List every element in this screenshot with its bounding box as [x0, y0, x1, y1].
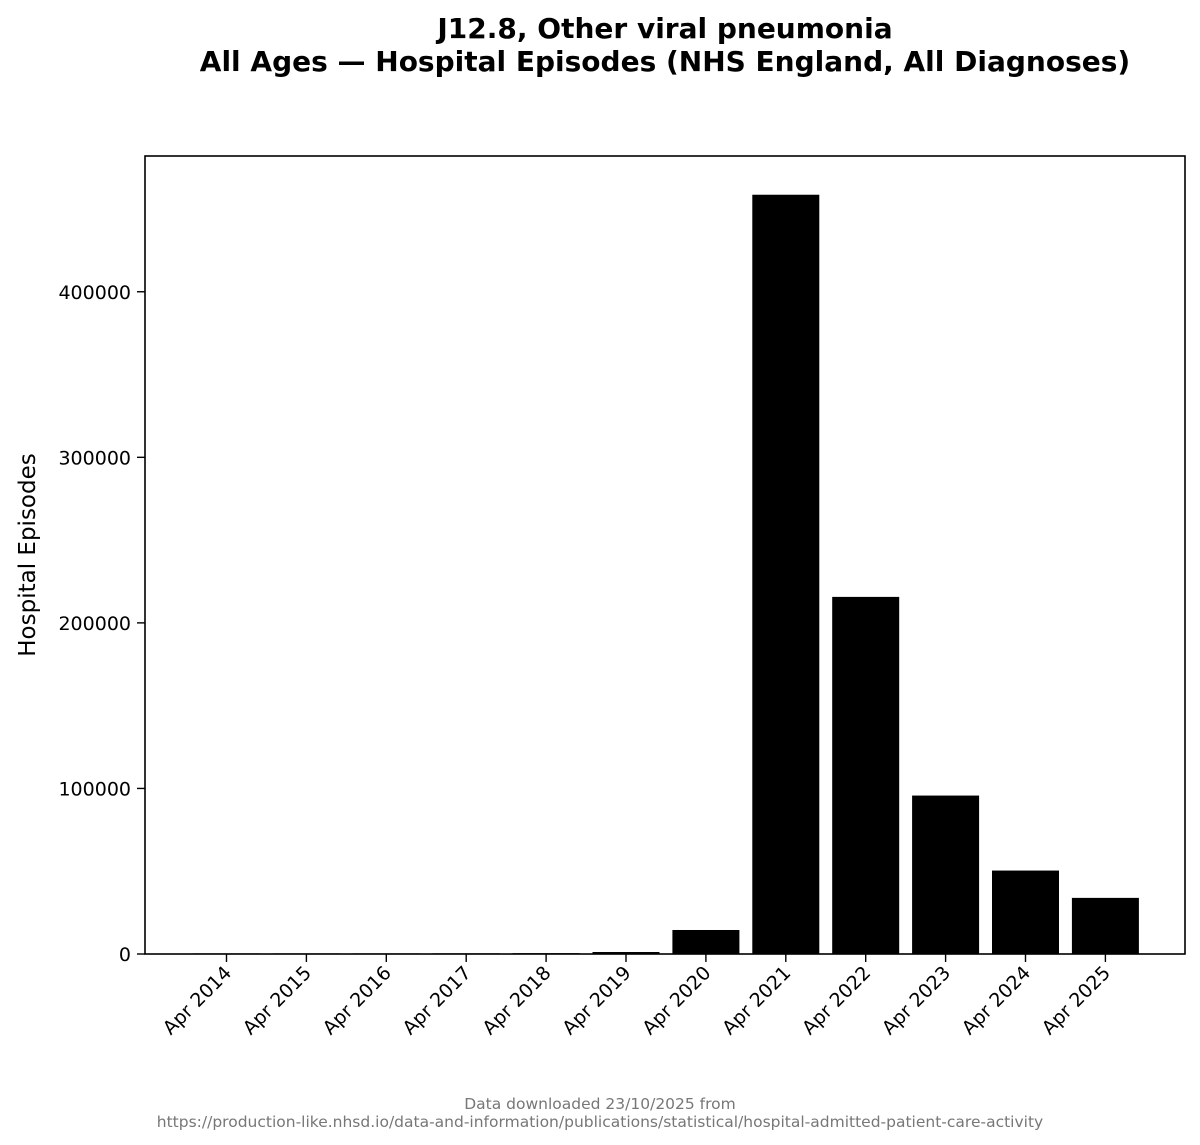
bar-apr-2022 — [832, 596, 900, 954]
x-tick-label: Apr 2025 — [1038, 962, 1115, 1039]
plot-frame — [144, 155, 1186, 955]
y-tick-label: 400000 — [58, 282, 131, 304]
x-tick-label: Apr 2023 — [878, 962, 955, 1039]
bar-apr-2020 — [672, 929, 740, 954]
footer-line-1: Data downloaded 23/10/2025 from — [464, 1095, 736, 1113]
y-tick-label: 300000 — [58, 447, 131, 469]
x-tick-label: Apr 2019 — [558, 962, 635, 1039]
bar-apr-2023 — [912, 795, 980, 954]
x-tick-label: Apr 2021 — [718, 962, 795, 1039]
bars-group — [193, 194, 1139, 955]
chart-title: J12.8, Other viral pneumonia — [435, 12, 892, 45]
x-tick-label: Apr 2022 — [798, 962, 875, 1039]
x-tick-label: Apr 2016 — [319, 962, 396, 1039]
bar-apr-2021 — [752, 194, 820, 955]
bar-apr-2024 — [992, 870, 1059, 954]
y-tick-label: 0 — [119, 944, 131, 966]
x-axis-ticks: Apr 2014 Apr 2015 Apr 2016 Apr 2017 Apr 2018… — [159, 954, 1115, 1039]
x-tick-label: Apr 2024 — [958, 962, 1035, 1039]
y-axis-label: Hospital Episodes — [15, 453, 41, 656]
chart-subtitle: All Ages — Hospital Episodes (NHS Englan… — [200, 45, 1130, 78]
y-axis-ticks: 0 100000 200000 300000 400000 — [58, 282, 145, 966]
y-tick-label: 200000 — [58, 613, 131, 635]
bar-apr-2025 — [1071, 897, 1139, 954]
bar-apr-2019 — [592, 952, 660, 954]
footer-line-2: https://production-like.nhsd.io/data-and… — [157, 1113, 1043, 1131]
x-tick-label: Apr 2014 — [159, 962, 236, 1039]
x-tick-label: Apr 2020 — [638, 962, 715, 1039]
x-tick-label: Apr 2018 — [478, 962, 555, 1039]
y-tick-label: 100000 — [58, 778, 131, 800]
x-tick-label: Apr 2015 — [239, 962, 316, 1039]
x-tick-label: Apr 2017 — [398, 962, 475, 1039]
